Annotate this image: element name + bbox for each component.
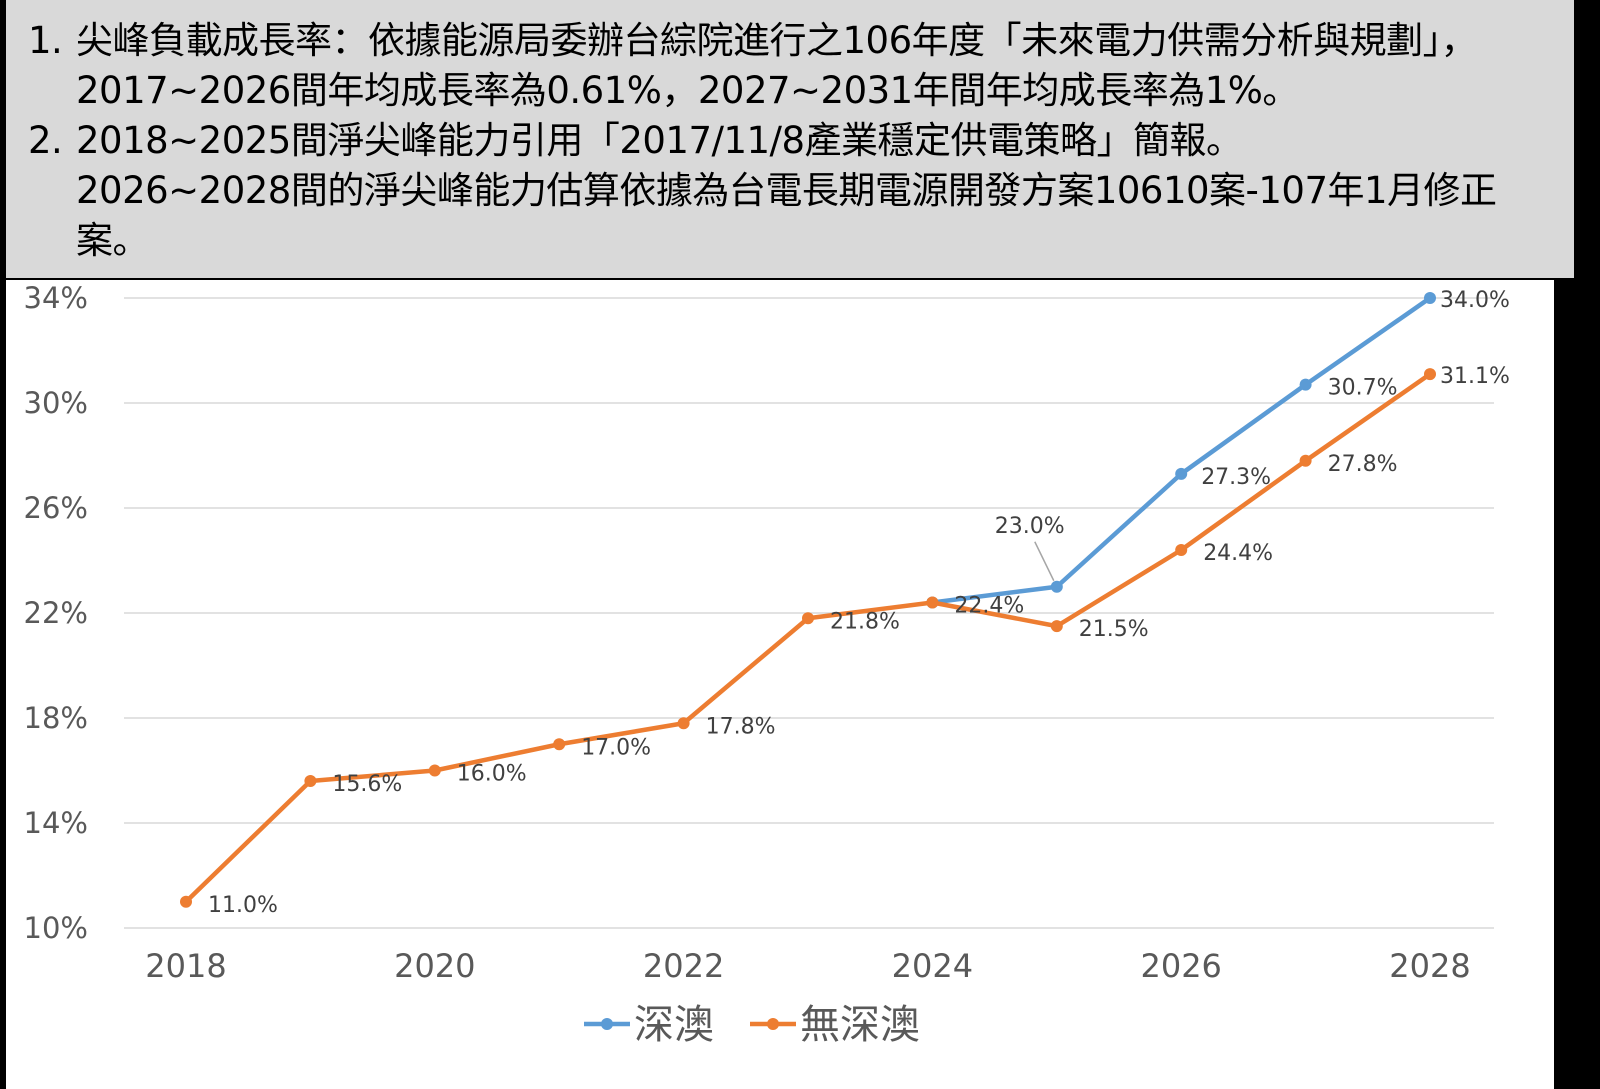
x-tick-label: 2018 xyxy=(145,947,226,985)
y-tick-label: 26% xyxy=(24,491,88,525)
chart-panel: 10% 14% 18% 22% 26% 30% 34% 2018 2020 2022 2024 202… xyxy=(6,280,1554,1089)
data-label: 21.5% xyxy=(1079,617,1149,642)
y-tick-label: 22% xyxy=(24,596,88,630)
data-point xyxy=(1299,378,1312,391)
legend-item-無深澳: 無深澳 xyxy=(750,1002,920,1048)
series-line xyxy=(930,295,1433,605)
data-point xyxy=(1175,544,1188,556)
data-point xyxy=(180,895,192,908)
data-label: 27.3% xyxy=(1201,465,1271,490)
series-無深澳: 11.0% 15.6% 16.0% 17.0% 17.8% 21.8% 22.4% 21.5%… xyxy=(180,364,1510,918)
data-label: 24.4% xyxy=(1203,541,1273,566)
x-tick-label: 2022 xyxy=(643,947,724,985)
data-label: 17.8% xyxy=(706,714,776,739)
note-number: 1. xyxy=(28,19,63,62)
note-2: 2. 2018~2025間淨尖峰能力引用「2017/11/8產業穩定供電策略」簡… xyxy=(28,116,1564,266)
data-label: 30.7% xyxy=(1328,376,1398,401)
data-point xyxy=(1299,454,1312,467)
y-tick-label: 10% xyxy=(24,911,88,945)
data-label: 27.8% xyxy=(1328,452,1398,477)
data-point xyxy=(1050,620,1063,633)
data-label: 22.4% xyxy=(954,594,1024,619)
legend-label: 無深澳 xyxy=(800,1002,920,1048)
data-point xyxy=(1424,368,1436,381)
legend-label: 深澳 xyxy=(634,1002,714,1048)
data-point xyxy=(1175,467,1188,480)
legend-swatch-marker xyxy=(601,1018,613,1030)
x-tick-label: 2024 xyxy=(892,947,973,985)
note-1: 1. 尖峰負載成長率：依據能源局委辦台綜院進行之106年度「未來電力供需分析與規… xyxy=(28,16,1564,116)
legend-swatch-marker xyxy=(767,1018,779,1030)
line-chart: 10% 14% 18% 22% 26% 30% 34% 2018 2020 2022 2024 202… xyxy=(24,281,1510,1048)
x-tick-label: 2028 xyxy=(1389,947,1470,985)
series-深澳: 23.0% 27.3% 30.7% 34.0% xyxy=(926,288,1510,609)
note-number: 2. xyxy=(28,119,63,162)
data-label: 21.8% xyxy=(830,609,900,634)
data-label: 11.0% xyxy=(208,893,278,918)
data-label: 16.0% xyxy=(457,762,527,787)
data-label: 31.1% xyxy=(1440,364,1510,389)
legend-item-深澳: 深澳 xyxy=(584,1002,714,1048)
y-tick-label: 34% xyxy=(24,281,88,315)
data-point xyxy=(428,764,441,777)
data-point xyxy=(553,738,566,751)
y-tick-label: 14% xyxy=(24,806,88,840)
data-point xyxy=(1424,292,1436,304)
data-label: 23.0% xyxy=(995,514,1065,539)
note-text: 2018~2025間淨尖峰能力引用「2017/11/8產業穩定供電策略」簡報。 … xyxy=(76,119,1497,262)
data-label: 34.0% xyxy=(1440,288,1510,313)
notes-panel: 1. 尖峰負載成長率：依據能源局委辦台綜院進行之106年度「未來電力供需分析與規… xyxy=(6,0,1574,278)
data-point xyxy=(926,596,939,609)
data-point xyxy=(1050,580,1063,593)
y-tick-label: 18% xyxy=(24,701,88,735)
label-leader-line xyxy=(1034,541,1055,582)
x-tick-label: 2020 xyxy=(394,947,475,985)
data-point xyxy=(677,717,690,730)
data-label: 15.6% xyxy=(332,772,402,797)
data-point xyxy=(304,775,317,787)
note-text: 尖峰負載成長率：依據能源局委辦台綜院進行之106年度「未來電力供需分析與規劃」，… xyxy=(76,19,1478,112)
x-tick-label: 2026 xyxy=(1140,947,1221,985)
data-label: 17.0% xyxy=(581,735,651,760)
data-point xyxy=(802,612,814,625)
y-tick-label: 30% xyxy=(24,386,88,420)
